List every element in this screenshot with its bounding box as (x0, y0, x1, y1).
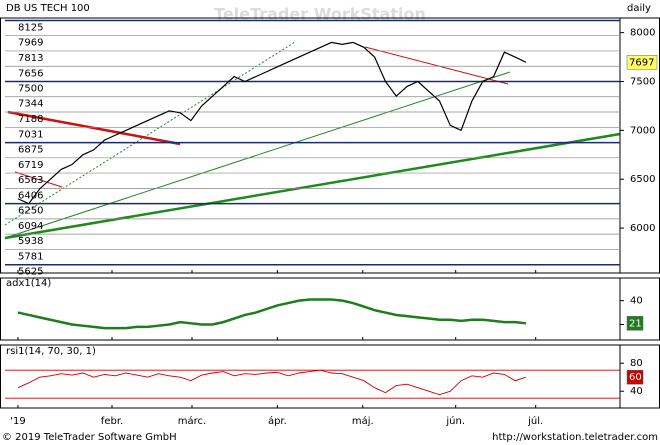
level-label: 7188 (18, 114, 43, 125)
trend-line (4, 71, 511, 239)
x-tick-label: ápr. (268, 415, 287, 427)
level-label: 6094 (18, 221, 43, 232)
last-value-label: 7697 (629, 57, 654, 68)
x-tick-label: '19 (10, 416, 25, 427)
level-label: 6875 (18, 145, 43, 156)
y-tick-label: 40 (630, 296, 643, 307)
panel-title: rsi1(14, 70, 30, 1) (6, 346, 96, 357)
trend-lines (4, 41, 621, 240)
url: http://workstation.teletrader.com (492, 432, 658, 443)
trend-line (4, 41, 296, 226)
watermark: TeleTrader WorkStation (214, 5, 426, 24)
level-label: 7500 (18, 84, 43, 95)
y-tick-label: 40 (630, 386, 643, 397)
x-tick-label: máj. (352, 415, 374, 427)
level-label: 5625 (18, 267, 43, 278)
chart-title: DB US TECH 100 (6, 3, 90, 14)
x-tick-label: febr. (101, 416, 123, 427)
level-label: 7813 (18, 53, 43, 64)
last-value-badge (626, 369, 644, 385)
level-label: 6563 (18, 175, 43, 186)
last-value-badge (626, 55, 658, 70)
y-tick-label: 80 (630, 358, 643, 369)
panel-title: adx1(14) (6, 278, 51, 289)
y-tick-label: 6000 (630, 223, 655, 234)
level-label: 5938 (18, 236, 43, 247)
level-label: 7969 (18, 38, 43, 49)
level-label: 6719 (18, 160, 43, 171)
level-label: 7031 (18, 129, 43, 140)
level-label: 7656 (18, 68, 43, 79)
y-tick-label: 7500 (630, 77, 655, 88)
period: daily (627, 3, 651, 14)
level-label: 8125 (18, 22, 43, 33)
data-line (17, 298, 527, 330)
level-label: 6250 (18, 206, 43, 217)
last-value-label: 21 (629, 318, 642, 329)
last-value-badge (626, 316, 644, 331)
x-tick-label: júl. (527, 415, 543, 427)
x-tick-label: márc. (178, 415, 206, 427)
trend-line (4, 132, 621, 240)
data-line (17, 369, 527, 396)
x-tick-label: jún. (445, 415, 465, 427)
level-label: 6406 (18, 190, 43, 201)
level-label: 7344 (18, 99, 43, 110)
level-label: 5781 (18, 251, 43, 262)
last-value-label: 60 (629, 372, 642, 383)
y-tick-label: 7000 (630, 125, 655, 136)
copyright: © 2019 TeleTrader Software GmbH (2, 432, 177, 443)
trend-line (7, 110, 181, 146)
y-tick-label: 6500 (630, 174, 655, 185)
trend-line (14, 171, 63, 188)
y-tick-label: 8000 (630, 28, 655, 39)
data-line (17, 41, 527, 205)
trend-line (364, 46, 509, 85)
